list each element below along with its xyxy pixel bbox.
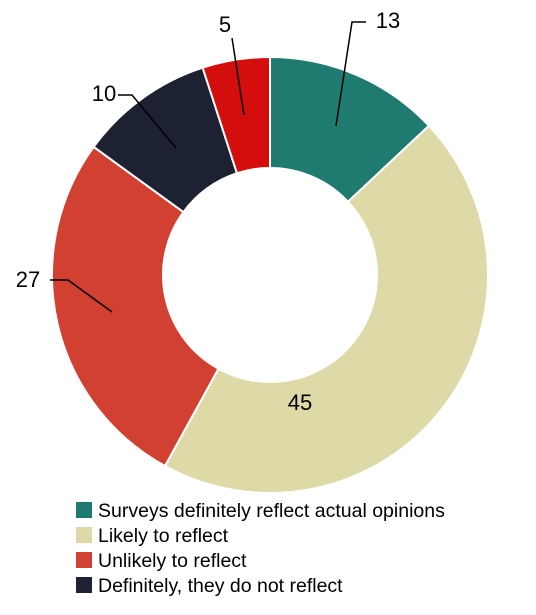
donut-slice-5 — [201, 55, 271, 175]
legend-swatch-4 — [76, 577, 92, 593]
data-label-5: 5 — [219, 12, 231, 37]
legend: Surveys definitely reflect actual opinio… — [76, 500, 445, 597]
legend-swatch-1 — [76, 502, 92, 518]
donut-slices — [51, 55, 489, 494]
donut-slice-3 — [51, 145, 220, 468]
leader-line-1 — [335, 21, 366, 127]
legend-label-2: Likely to reflect — [98, 525, 229, 547]
leader-line-5 — [231, 37, 245, 116]
data-label-2: 45 — [288, 390, 312, 415]
label-leader-lines — [50, 21, 366, 313]
donut-slice-2 — [163, 124, 489, 494]
legend-label-4: Definitely, they do not reflect — [98, 575, 343, 597]
data-label-3: 27 — [16, 267, 40, 292]
data-labels: 13 45 27 10 5 — [16, 8, 400, 415]
legend-swatch-2 — [76, 527, 92, 543]
legend-label-3: Unlikely to reflect — [98, 550, 247, 572]
leader-line-3 — [50, 279, 113, 313]
data-label-4: 10 — [92, 81, 116, 106]
leader-line-4 — [118, 94, 177, 149]
legend-swatch-3 — [76, 552, 92, 568]
data-label-1: 13 — [376, 8, 400, 33]
legend-label-1: Surveys definitely reflect actual opinio… — [98, 500, 445, 522]
